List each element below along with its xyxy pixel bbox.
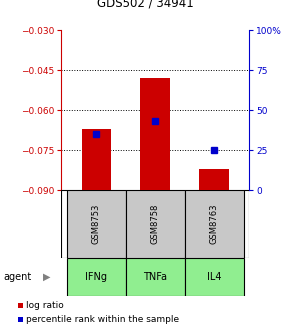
Bar bbox=[185, 258, 244, 296]
Text: log ratio: log ratio bbox=[26, 301, 64, 310]
Text: GDS502 / 34941: GDS502 / 34941 bbox=[97, 0, 193, 10]
Text: GSM8763: GSM8763 bbox=[210, 204, 219, 244]
Bar bbox=[18, 303, 23, 308]
Text: TNFa: TNFa bbox=[143, 272, 167, 282]
Text: GSM8758: GSM8758 bbox=[151, 204, 160, 244]
Bar bbox=[18, 317, 23, 322]
Bar bbox=[81, 129, 111, 190]
Bar bbox=[140, 78, 170, 190]
Bar bbox=[126, 190, 185, 258]
Bar bbox=[67, 190, 126, 258]
Text: percentile rank within the sample: percentile rank within the sample bbox=[26, 315, 179, 324]
Text: IL4: IL4 bbox=[207, 272, 221, 282]
Bar bbox=[67, 258, 126, 296]
Text: agent: agent bbox=[3, 272, 31, 282]
Bar bbox=[185, 190, 244, 258]
Text: GSM8753: GSM8753 bbox=[92, 204, 101, 244]
Bar bbox=[199, 169, 229, 190]
Bar bbox=[126, 258, 185, 296]
Text: ▶: ▶ bbox=[43, 272, 51, 282]
Text: IFNg: IFNg bbox=[85, 272, 107, 282]
FancyBboxPatch shape bbox=[61, 190, 249, 258]
